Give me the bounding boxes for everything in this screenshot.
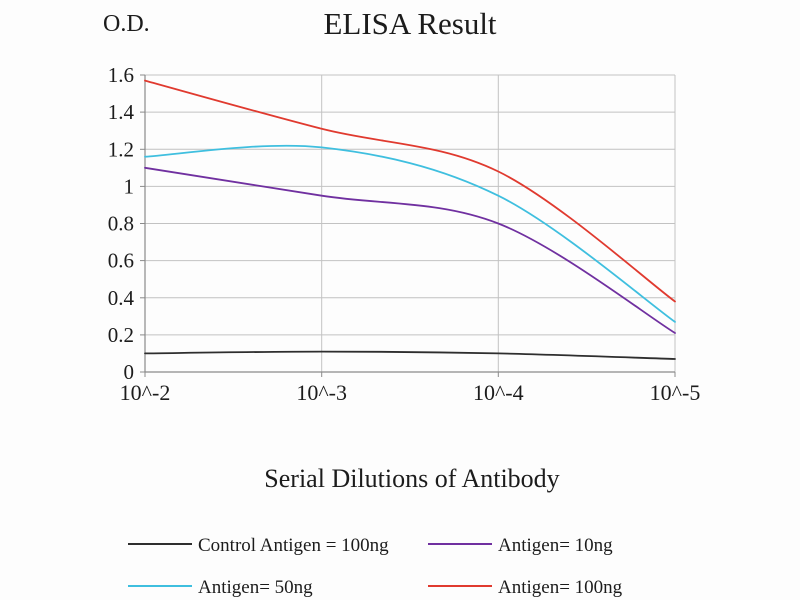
y-tick-label: 0.2 bbox=[108, 323, 134, 347]
legend-item-antigen-10ng: Antigen= 10ng bbox=[428, 535, 613, 556]
legend-item-antigen-100ng: Antigen= 100ng bbox=[428, 577, 623, 598]
axes bbox=[140, 74, 676, 377]
x-tick-label: 10^-2 bbox=[120, 380, 171, 405]
x-tick-label: 10^-3 bbox=[296, 380, 347, 405]
y-tick-label: 0.6 bbox=[108, 249, 134, 273]
series-lines bbox=[144, 79, 676, 360]
legend-label-control-antigen: Control Antigen = 100ng bbox=[198, 535, 389, 556]
y-tick-label: 0.8 bbox=[108, 212, 134, 236]
y-tick-label: 1.6 bbox=[108, 63, 134, 87]
x-tick-label: 10^-4 bbox=[473, 380, 524, 405]
y-axis-title: O.D. bbox=[103, 11, 150, 37]
series-line-0 bbox=[144, 350, 676, 360]
y-tick-label: 1.4 bbox=[108, 100, 135, 124]
legend-item-control-antigen: Control Antigen = 100ng bbox=[128, 535, 389, 556]
x-axis-title: Serial Dilutions of Antibody bbox=[264, 464, 559, 493]
y-tick-label: 1.2 bbox=[108, 137, 134, 161]
legend-label-antigen-10ng: Antigen= 10ng bbox=[498, 535, 613, 556]
legend-item-antigen-50ng: Antigen= 50ng bbox=[128, 577, 313, 598]
legend-label-antigen-100ng: Antigen= 100ng bbox=[498, 577, 623, 598]
tick-labels: 0 0.2 0.4 0.6 0.8 1 1.2 1.4 1.6 10^-2 10^-3 10^-4 10… bbox=[108, 63, 701, 405]
legend: Control Antigen = 100ng Antigen= 10ng An… bbox=[128, 535, 623, 598]
gridlines bbox=[145, 74, 676, 372]
y-tick-label: 0.4 bbox=[108, 286, 135, 310]
chart-title: ELISA Result bbox=[323, 6, 496, 41]
series-line-2 bbox=[144, 144, 676, 323]
y-tick-label: 0 bbox=[124, 360, 135, 384]
legend-label-antigen-50ng: Antigen= 50ng bbox=[198, 577, 313, 598]
series-line-3 bbox=[144, 79, 676, 303]
series-line-1 bbox=[144, 166, 676, 334]
x-tick-label: 10^-5 bbox=[650, 380, 701, 405]
y-tick-label: 1 bbox=[124, 174, 135, 198]
